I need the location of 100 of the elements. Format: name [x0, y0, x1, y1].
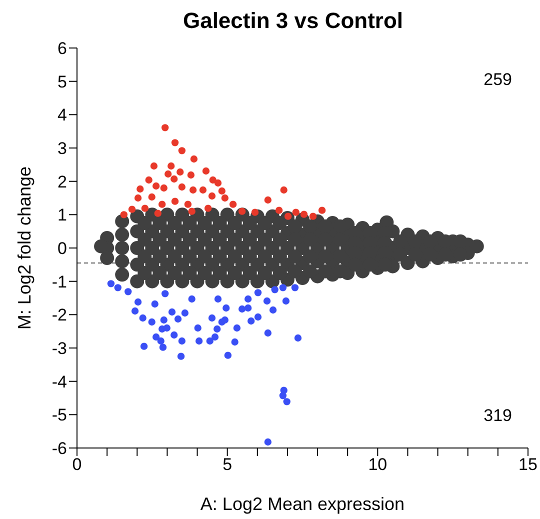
point	[214, 295, 222, 303]
point	[221, 316, 229, 324]
point	[263, 297, 271, 305]
point	[107, 280, 115, 288]
point	[202, 167, 210, 175]
point	[224, 352, 232, 359]
point	[188, 295, 196, 303]
point	[283, 398, 290, 406]
point	[152, 333, 160, 341]
point	[177, 352, 185, 360]
point	[158, 200, 166, 208]
y-tick-label: -3	[52, 339, 67, 358]
point	[218, 187, 226, 195]
y-tick-label: 4	[58, 106, 67, 125]
point	[244, 295, 252, 303]
point	[178, 337, 186, 345]
point	[152, 182, 160, 190]
point	[199, 186, 207, 194]
point	[231, 338, 238, 346]
point	[178, 147, 186, 154]
point	[134, 298, 142, 306]
point	[214, 325, 221, 333]
x-axis-title: A: Log2 Mean expression	[200, 494, 405, 514]
point	[128, 206, 136, 213]
x-tick-label: 5	[222, 455, 232, 474]
point	[174, 315, 182, 323]
y-tick-label: -1	[52, 272, 67, 292]
point	[157, 337, 164, 345]
point	[124, 288, 132, 296]
point	[309, 212, 317, 220]
point	[148, 318, 156, 326]
point	[238, 305, 246, 313]
point	[211, 333, 219, 341]
point	[150, 162, 158, 170]
point	[264, 329, 272, 337]
point	[221, 194, 229, 202]
point	[208, 314, 216, 322]
point	[264, 438, 272, 446]
point	[318, 206, 326, 214]
point	[154, 210, 162, 217]
y-tick-label: 0	[58, 239, 67, 258]
y-tick-label: -5	[52, 406, 67, 425]
x-tick-label: 10	[368, 455, 388, 474]
point	[209, 176, 216, 184]
point	[280, 186, 288, 194]
point	[229, 200, 237, 208]
point	[222, 304, 230, 312]
point	[254, 289, 262, 296]
x-tick-label: 15	[518, 455, 538, 474]
point	[204, 204, 212, 212]
point	[254, 313, 262, 321]
point	[161, 290, 169, 298]
y-tick-label: -6	[52, 439, 67, 458]
point	[170, 331, 178, 339]
point	[160, 184, 168, 192]
point	[247, 317, 255, 325]
point	[233, 324, 241, 332]
point	[269, 306, 277, 314]
x-tick-label: 0	[72, 455, 82, 474]
point	[151, 300, 158, 308]
point	[279, 284, 287, 292]
point	[120, 211, 128, 218]
y-tick-label: 5	[58, 72, 67, 92]
point	[189, 186, 197, 194]
point	[190, 155, 198, 163]
point	[300, 210, 308, 218]
point	[164, 170, 172, 178]
point	[170, 175, 178, 183]
point	[244, 304, 252, 312]
point	[168, 162, 175, 170]
point	[271, 286, 278, 294]
y-tick-label: -4	[52, 372, 67, 392]
point	[136, 185, 144, 193]
point	[145, 176, 152, 184]
point	[140, 342, 148, 350]
y-tick-label: 1	[58, 206, 67, 225]
point	[275, 206, 283, 214]
point	[181, 309, 189, 317]
point	[194, 324, 202, 332]
y-tick-label: 3	[58, 139, 67, 158]
point	[214, 179, 222, 187]
point	[292, 208, 300, 216]
point	[176, 168, 184, 176]
point	[134, 194, 142, 202]
annotation: 259	[484, 70, 512, 90]
y-tick-label: 2	[58, 172, 67, 192]
point	[187, 171, 195, 179]
point	[195, 337, 203, 345]
point	[184, 200, 192, 208]
point	[178, 183, 186, 191]
y-tick-label: -2	[52, 306, 67, 325]
point	[294, 334, 302, 342]
point	[171, 198, 179, 205]
chart-title: Galectin 3 vs Control	[182, 8, 404, 35]
point	[171, 139, 179, 146]
point	[291, 284, 299, 292]
point	[282, 297, 290, 305]
annotation: 319	[484, 406, 512, 426]
point	[206, 337, 214, 345]
point	[264, 196, 272, 204]
